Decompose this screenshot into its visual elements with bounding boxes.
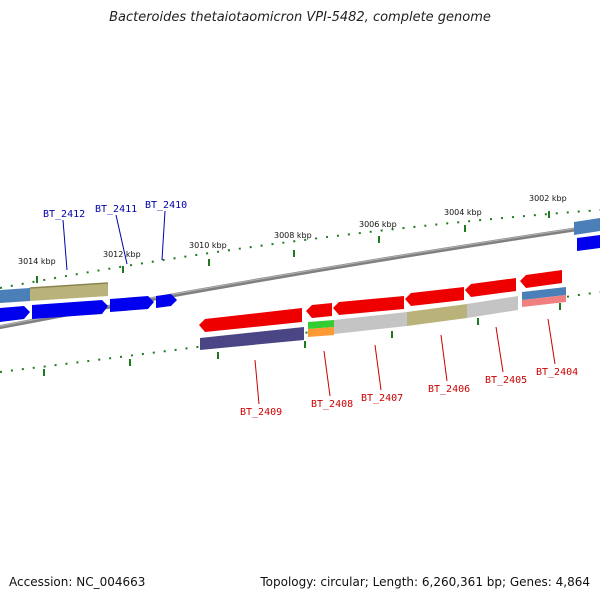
forward-label-leaders	[62, 210, 166, 271]
gene-arrow-reverse[interactable]	[199, 308, 302, 332]
scale-label: 3004 kbp	[444, 208, 482, 217]
gene-arrow-reverse[interactable]	[465, 278, 516, 297]
gene-label-forward[interactable]: BT_2412	[43, 209, 85, 220]
feature-block[interactable]	[0, 288, 30, 303]
reverse-annotation-row	[200, 287, 566, 350]
feature-block[interactable]	[200, 327, 304, 350]
feature-block[interactable]	[334, 312, 407, 334]
gene-label-reverse[interactable]: BT_2407	[361, 393, 403, 404]
gene-arrow-forward[interactable]	[110, 296, 154, 312]
feature-block[interactable]	[467, 296, 518, 318]
gene-arrow-reverse[interactable]	[405, 287, 464, 306]
gene-label-forward[interactable]: BT_2410	[145, 200, 187, 211]
scale-label: 3010 kbp	[189, 241, 227, 250]
gene-arrow-reverse[interactable]	[520, 270, 562, 288]
scale-label: 3008 kbp	[274, 231, 312, 240]
scale-track-upper	[0, 209, 600, 289]
major-ticks	[36, 211, 561, 376]
scale-label: 3012 kbp	[103, 250, 141, 259]
forward-genes	[0, 235, 600, 322]
feature-block[interactable]	[308, 327, 334, 337]
feature-block[interactable]	[407, 304, 467, 326]
feature-block[interactable]	[574, 218, 600, 235]
gene-label-reverse[interactable]: BT_2406	[428, 384, 470, 395]
gene-label-reverse[interactable]: BT_2405	[485, 375, 527, 386]
gene-arrow-forward[interactable]	[0, 306, 30, 322]
reverse-label-leaders	[254, 318, 556, 405]
gene-label-forward[interactable]: BT_2411	[95, 204, 137, 215]
gene-arrow-forward[interactable]	[32, 300, 108, 319]
reverse-genes	[199, 270, 562, 332]
gene-label-reverse[interactable]: BT_2408	[311, 399, 353, 410]
gene-arrow-reverse[interactable]	[333, 296, 404, 315]
scale-label: 3006 kbp	[359, 220, 397, 229]
scale-label: 3002 kbp	[529, 194, 567, 203]
gene-label-reverse[interactable]: BT_2404	[536, 367, 578, 378]
scale-label: 3014 kbp	[18, 257, 56, 266]
gene-arrow-forward[interactable]	[577, 235, 600, 251]
feature-block[interactable]	[308, 320, 334, 329]
forward-annotation-row	[0, 218, 600, 303]
accession-text: Accession: NC_004663	[9, 575, 146, 589]
gene-arrow-reverse[interactable]	[306, 303, 332, 318]
map-title: Bacteroides thetaiotaomicron VPI-5482, c…	[109, 10, 491, 25]
gene-label-reverse[interactable]: BT_2409	[240, 407, 282, 418]
feature-block[interactable]	[522, 287, 566, 300]
genome-summary-text: Topology: circular; Length: 6,260,361 bp…	[260, 575, 590, 589]
gene-arrow-forward[interactable]	[156, 294, 177, 308]
feature-block[interactable]	[522, 295, 566, 307]
